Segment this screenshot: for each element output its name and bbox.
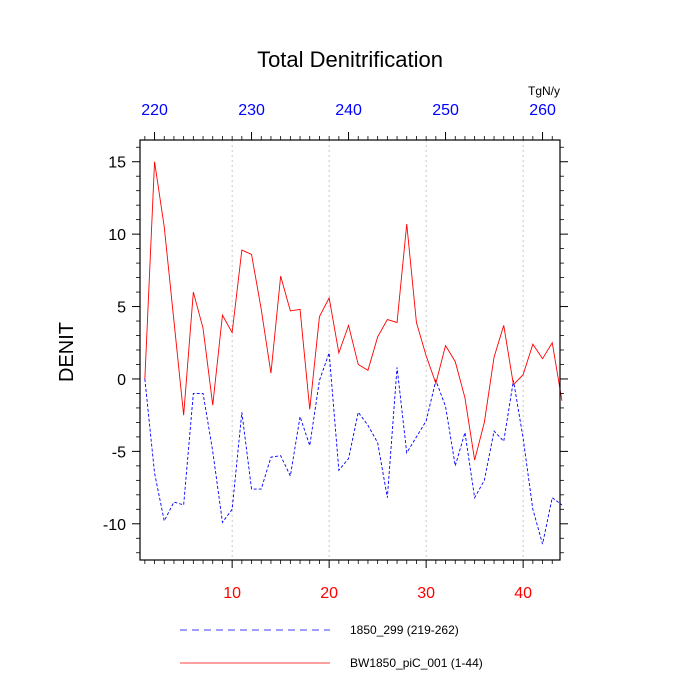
legend-label-1850-299: 1850_299 (219-262) — [350, 623, 459, 637]
x-bottom-tick-label: 20 — [320, 585, 338, 602]
x-bottom-tick-label: 10 — [223, 585, 241, 602]
y-tick-label: 10 — [108, 227, 126, 244]
y-axis-label: DENIT — [56, 322, 78, 382]
x-top-tick-label: 220 — [141, 102, 168, 119]
y-tick-label: -5 — [112, 444, 126, 461]
legend: 1850_299 (219-262) BW1850_piC_001 (1-44) — [180, 623, 483, 670]
x-top-tick-label: 260 — [529, 102, 556, 119]
grid — [231, 140, 524, 560]
y-tick-label: 5 — [117, 300, 126, 317]
x-top-tick-label: 240 — [335, 102, 362, 119]
y-tick-label: 0 — [117, 372, 126, 389]
series-line-1850-299 — [144, 352, 563, 545]
y-tick-label: 15 — [108, 155, 126, 172]
units-label: TgN/y — [528, 84, 560, 98]
x-top-tick-label: 250 — [432, 102, 459, 119]
y-tick-label: -10 — [103, 517, 126, 534]
series-line-bw1850 — [144, 161, 563, 461]
series-layer — [144, 161, 563, 545]
x-bottom-tick-label: 30 — [417, 585, 435, 602]
legend-label-bw1850: BW1850_piC_001 (1-44) — [350, 656, 483, 670]
chart-title: Total Denitrification — [257, 47, 443, 72]
x-top-tick-label: 230 — [238, 102, 265, 119]
x-bottom-tick-label: 40 — [514, 585, 532, 602]
axes: -10 -5 0 5 10 15 10 20 30 40 220 230 240 250 260 — [103, 102, 568, 602]
